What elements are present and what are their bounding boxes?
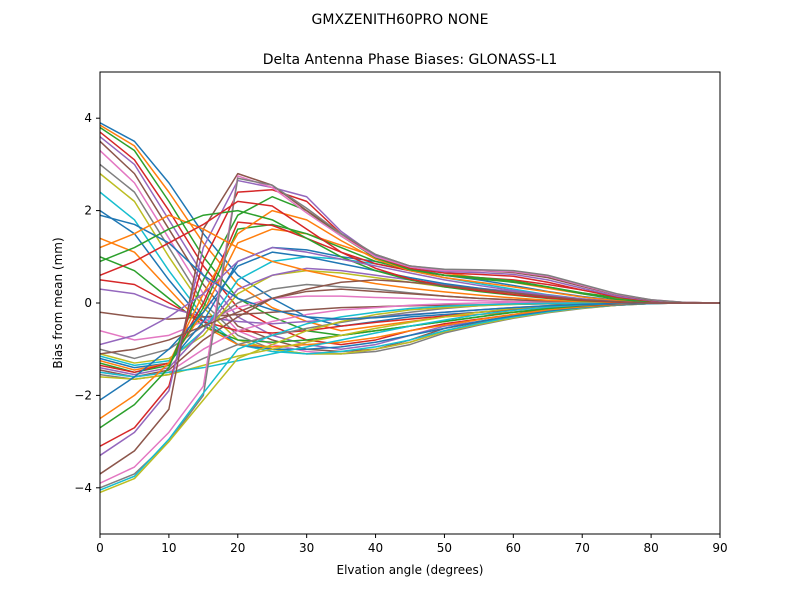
chart-title: Delta Antenna Phase Biases: GLONASS-L1 <box>263 52 558 68</box>
series-line-41 <box>100 214 720 320</box>
x-tick-label: 10 <box>161 541 176 555</box>
x-tick-label: 0 <box>96 541 104 555</box>
figure-suptitle: GMXZENITH60PRO NONE <box>312 12 489 28</box>
x-tick-label: 80 <box>643 541 658 555</box>
x-tick-label: 30 <box>299 541 314 555</box>
x-tick-label: 70 <box>575 541 590 555</box>
y-tick-label: −2 <box>74 388 92 402</box>
y-axis-label: Bias from mean (mm) <box>51 237 65 368</box>
series-line-46 <box>100 279 720 355</box>
x-tick-label: 20 <box>230 541 245 555</box>
x-axis: 0 10 20 30 40 50 60 70 80 90 <box>96 534 728 555</box>
x-tick-label: 90 <box>712 541 727 555</box>
x-tick-label: 50 <box>437 541 452 555</box>
x-tick-label: 40 <box>368 541 383 555</box>
series-layer <box>100 122 720 494</box>
y-tick-label: 2 <box>84 204 92 218</box>
y-axis: −4 −2 0 2 4 <box>74 111 100 495</box>
y-tick-label: 0 <box>84 296 92 310</box>
x-tick-label: 60 <box>506 541 521 555</box>
series-line-38 <box>100 177 720 489</box>
x-axis-label: Elvation angle (degrees) <box>337 563 484 577</box>
y-tick-label: 4 <box>84 111 92 125</box>
series-line-34 <box>100 189 720 447</box>
y-tick-label: −4 <box>74 481 92 495</box>
series-line-33 <box>100 195 720 429</box>
